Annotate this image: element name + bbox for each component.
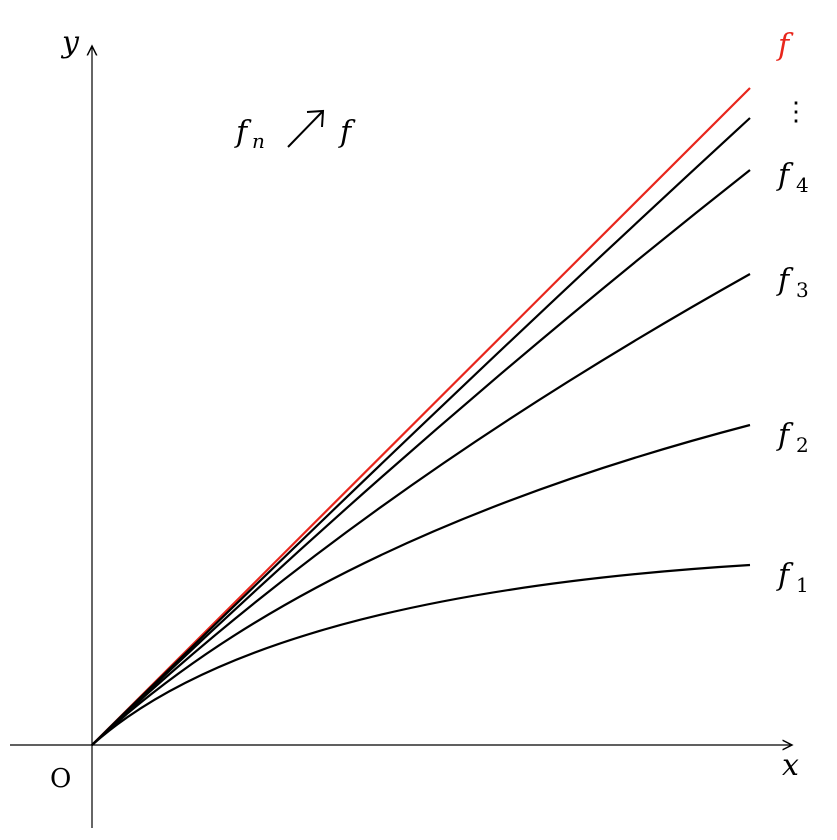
annotation-rhs: f bbox=[338, 115, 356, 150]
curve-label: ⋮ bbox=[783, 97, 809, 127]
annotation-lhs: f bbox=[234, 115, 252, 150]
curve-f4 bbox=[91, 169, 751, 746]
curve-label: f bbox=[776, 558, 794, 593]
curve-label-subscript: 2 bbox=[796, 433, 809, 457]
nearrow-icon bbox=[287, 111, 323, 148]
curve-label: f bbox=[776, 263, 794, 298]
curve-label: f bbox=[776, 28, 794, 63]
y-axis-label: y bbox=[60, 25, 80, 60]
origin-label: O bbox=[50, 764, 71, 794]
curve-f3 bbox=[91, 273, 751, 746]
x-axis-label: x bbox=[782, 748, 799, 783]
curve-f-limit bbox=[91, 87, 751, 746]
curve-label: f bbox=[776, 418, 794, 453]
curve-f1 bbox=[91, 563, 751, 746]
curve-label-subscript: 4 bbox=[796, 173, 809, 197]
annotation-lhs-sub: n bbox=[252, 129, 265, 153]
curve-f-n bbox=[91, 117, 751, 746]
convergence-annotation: f n f bbox=[234, 109, 356, 153]
curve-f2 bbox=[91, 423, 751, 746]
curve-label: f bbox=[776, 158, 794, 193]
curve-label-subscript: 1 bbox=[796, 573, 809, 597]
curve-label-subscript: 3 bbox=[796, 278, 809, 302]
